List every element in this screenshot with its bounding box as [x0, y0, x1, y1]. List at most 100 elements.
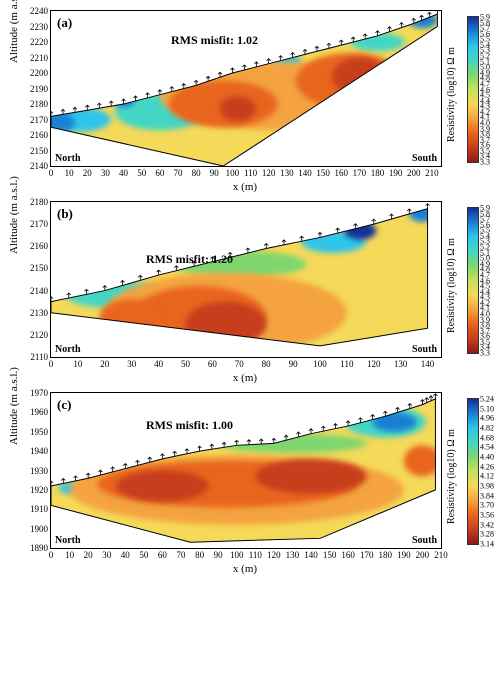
plot-area: (b)RMS misfit: 1.20NorthSouth21102120213… — [50, 201, 442, 358]
x-tick: 100 — [313, 357, 327, 369]
x-tick: 50 — [139, 548, 148, 560]
y-tick: 2130 — [30, 308, 51, 318]
y-tick: 2180 — [30, 99, 51, 109]
colorbar-tick: 5.9 — [480, 204, 490, 213]
y-tick: 1950 — [30, 427, 51, 437]
y-tick: 2190 — [30, 84, 51, 94]
y-axis-label: Altitude (m a.s.l.) — [8, 0, 20, 63]
x-tick: 200 — [416, 548, 430, 560]
x-tick: 100 — [230, 548, 244, 560]
x-tick: 130 — [394, 357, 408, 369]
x-tick: 170 — [360, 548, 374, 560]
x-axis-label: x (m) — [50, 563, 440, 575]
x-tick: 80 — [192, 166, 201, 178]
x-tick: 210 — [434, 548, 448, 560]
colorbar: 3.33.43.53.63.73.83.94.04.14.24.34.44.54… — [467, 207, 479, 354]
rms-misfit-label: RMS misfit: 1.20 — [146, 252, 233, 267]
colorbar-tick: 4.12 — [480, 472, 494, 481]
x-tick: 0 — [49, 166, 54, 178]
x-tick: 70 — [235, 357, 244, 369]
south-label: South — [412, 535, 437, 546]
y-tick: 2200 — [30, 68, 51, 78]
x-tick: 110 — [249, 548, 262, 560]
y-tick: 1900 — [30, 524, 51, 534]
y-tick: 2150 — [30, 146, 51, 156]
rms-misfit-label: RMS misfit: 1.00 — [146, 418, 233, 433]
x-tick: 10 — [73, 357, 82, 369]
x-tick: 30 — [102, 548, 111, 560]
y-tick: 2140 — [30, 286, 51, 296]
y-tick: 2170 — [30, 219, 51, 229]
x-tick: 120 — [367, 357, 381, 369]
x-tick: 120 — [262, 166, 276, 178]
resistivity-section — [51, 393, 441, 548]
x-tick: 150 — [323, 548, 337, 560]
x-tick: 20 — [84, 548, 93, 560]
x-tick: 0 — [49, 548, 54, 560]
x-tick: 10 — [65, 548, 74, 560]
x-tick: 180 — [371, 166, 385, 178]
colorbar-tick: 4.26 — [480, 462, 494, 471]
colorbar-tick: 4.82 — [480, 424, 494, 433]
y-tick: 2230 — [30, 22, 51, 32]
resistivity-panel-c: Altitude (m a.s.l.)(c)RMS misfit: 1.00No… — [10, 392, 490, 575]
x-tick: 60 — [155, 166, 164, 178]
colorbar-tick: 4.68 — [480, 433, 494, 442]
y-tick: 2160 — [30, 241, 51, 251]
colorbar-tick: 3.56 — [480, 511, 494, 520]
x-tick: 100 — [226, 166, 240, 178]
x-tick: 80 — [262, 357, 271, 369]
x-tick: 130 — [280, 166, 294, 178]
colorbar-tick: 3.70 — [480, 501, 494, 510]
x-tick: 30 — [127, 357, 136, 369]
x-tick: 110 — [244, 166, 257, 178]
colorbar-label: Resistivity (log10) Ω m — [446, 429, 457, 524]
x-tick: 90 — [214, 548, 223, 560]
x-tick: 60 — [208, 357, 217, 369]
x-tick: 210 — [425, 166, 439, 178]
plot-area: (a)RMS misfit: 1.02NorthSouth21402150216… — [50, 10, 442, 167]
x-tick: 190 — [397, 548, 411, 560]
x-tick: 90 — [210, 166, 219, 178]
panel-letter: (b) — [57, 206, 73, 222]
x-tick: 150 — [316, 166, 330, 178]
panel-letter: (c) — [57, 397, 71, 413]
north-label: North — [55, 153, 81, 164]
x-tick: 10 — [65, 166, 74, 178]
resistivity-panel-a: Altitude (m a.s.l.)(a)RMS misfit: 1.02No… — [10, 10, 490, 193]
x-tick: 90 — [289, 357, 298, 369]
x-tick: 40 — [121, 548, 130, 560]
y-tick: 1930 — [30, 466, 51, 476]
panel-letter: (a) — [57, 15, 72, 31]
y-tick: 1960 — [30, 407, 51, 417]
x-tick: 180 — [379, 548, 393, 560]
y-tick: 1940 — [30, 446, 51, 456]
x-tick: 0 — [49, 357, 54, 369]
y-tick: 2220 — [30, 37, 51, 47]
x-tick: 140 — [421, 357, 435, 369]
x-tick: 40 — [119, 166, 128, 178]
x-axis-label: x (m) — [50, 372, 440, 384]
y-tick: 2170 — [30, 115, 51, 125]
colorbar-tick: 5.9 — [480, 13, 490, 22]
colorbar: 3.143.283.423.563.703.843.984.124.264.40… — [467, 398, 479, 545]
y-tick: 1920 — [30, 485, 51, 495]
x-tick: 170 — [353, 166, 367, 178]
colorbar-tick: 3.28 — [480, 530, 494, 539]
resistivity-section — [51, 202, 441, 357]
x-tick: 40 — [154, 357, 163, 369]
x-tick: 60 — [158, 548, 167, 560]
colorbar-label: Resistivity (log10) Ω m — [446, 47, 457, 142]
y-axis-label: Altitude (m a.s.l.) — [8, 176, 20, 254]
x-tick: 130 — [286, 548, 300, 560]
colorbar-tick: 4.96 — [480, 414, 494, 423]
x-tick: 160 — [334, 166, 348, 178]
x-tick: 50 — [137, 166, 146, 178]
x-tick: 140 — [304, 548, 318, 560]
y-tick: 1910 — [30, 504, 51, 514]
north-label: North — [55, 535, 81, 546]
resistivity-panel-b: Altitude (m a.s.l.)(b)RMS misfit: 1.20No… — [10, 201, 490, 384]
x-tick: 30 — [101, 166, 110, 178]
x-tick: 20 — [83, 166, 92, 178]
y-tick: 2160 — [30, 130, 51, 140]
